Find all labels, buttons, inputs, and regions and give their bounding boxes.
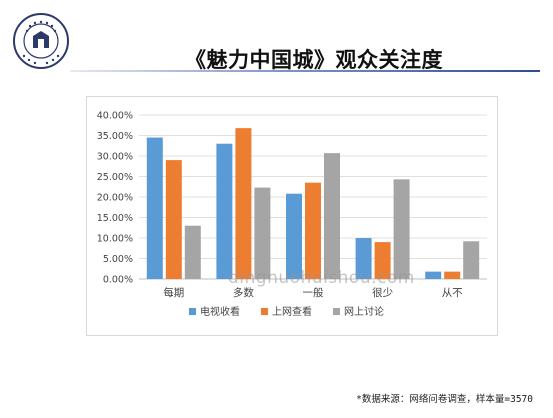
bar-2 <box>374 242 391 279</box>
y-tick-label: 20.00% <box>97 193 133 204</box>
bar-1 <box>146 137 163 279</box>
y-tick-label: 30.00% <box>97 152 133 163</box>
bar-3 <box>254 187 271 279</box>
legend-swatch <box>189 308 196 315</box>
bar-1 <box>286 193 302 279</box>
y-tick-label: 10.00% <box>97 234 133 245</box>
data-source-footnote: *数据来源：网络问卷调查，样本量=3570 <box>356 394 533 405</box>
x-category-label: 一般 <box>303 286 324 299</box>
bar-3 <box>463 241 480 279</box>
title-divider <box>70 70 540 72</box>
page-title: 《魅力中国城》观众关注度 <box>185 48 443 72</box>
y-tick-label: 5.00% <box>103 254 133 265</box>
bar-1 <box>216 143 233 279</box>
y-tick-label: 25.00% <box>97 172 133 183</box>
legend-label: 电视收看 <box>200 305 240 318</box>
y-tick-label: 15.00% <box>97 213 133 224</box>
legend-label: 上网查看 <box>272 305 312 318</box>
bar-2 <box>444 271 461 279</box>
bar-chart: 0.00% 5.00% 10.00% 15.00% 20.00% 25.00% 30.00%… <box>97 111 487 318</box>
y-tick-label: 0.00% <box>103 275 133 286</box>
bar-3 <box>324 153 340 279</box>
bar-1 <box>355 238 372 279</box>
bar-2 <box>235 128 252 279</box>
y-tick-label: 40.00% <box>97 111 133 122</box>
x-category-label: 每期 <box>163 286 184 299</box>
bar-3 <box>393 179 410 279</box>
x-category-label: 多数 <box>233 286 254 299</box>
y-tick-label: 35.00% <box>97 131 133 142</box>
bar-2 <box>165 160 182 279</box>
legend-swatch <box>261 308 268 315</box>
watermark: dingnuohuishou.com <box>228 268 415 288</box>
legend-swatch <box>333 308 340 315</box>
university-seal-icon <box>13 13 69 69</box>
bar-2 <box>305 182 321 279</box>
legend-label: 网上讨论 <box>344 305 384 318</box>
chart-frame: 0.00% 5.00% 10.00% 15.00% 20.00% 25.00% 30.00%… <box>86 96 498 336</box>
bar-1 <box>425 271 442 279</box>
bar-3 <box>184 225 201 279</box>
university-logo <box>12 12 70 70</box>
x-category-label: 从不 <box>442 287 463 299</box>
x-category-label: 很少 <box>372 286 393 299</box>
